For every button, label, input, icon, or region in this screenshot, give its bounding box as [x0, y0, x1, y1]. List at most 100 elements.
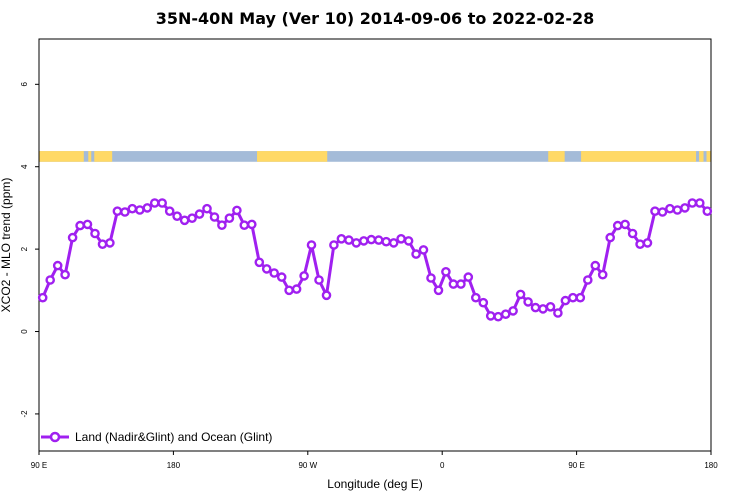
data-point — [650, 206, 660, 216]
ocean-band — [39, 151, 711, 162]
data-point — [217, 220, 227, 230]
data-point — [665, 203, 675, 214]
land-segment — [257, 151, 328, 162]
data-point — [381, 236, 392, 247]
data-point — [515, 289, 526, 300]
data-point — [523, 297, 533, 307]
data-point — [37, 292, 48, 303]
series-line — [41, 201, 709, 319]
data-point — [590, 260, 601, 271]
data-point — [672, 205, 683, 215]
data-point — [97, 239, 108, 249]
data-point — [52, 260, 63, 271]
data-point — [575, 292, 586, 303]
y-axis-label: XCO2 - MLO trend (ppm) — [0, 178, 13, 313]
y-tick-label: 4 — [20, 164, 29, 169]
data-point — [605, 232, 616, 243]
data-point — [105, 238, 115, 248]
x-tick-label: 180 — [167, 461, 181, 470]
data-point — [493, 311, 504, 322]
data-point — [284, 285, 294, 296]
data-point — [67, 232, 78, 243]
x-tick-label: 90 W — [298, 461, 317, 470]
data-point — [538, 304, 548, 314]
data-point — [627, 228, 638, 239]
data-point — [545, 301, 556, 312]
data-point — [149, 198, 160, 208]
data-point — [314, 275, 324, 285]
series-layer — [37, 198, 713, 322]
x-tick-label: 90 E — [31, 461, 47, 470]
data-point — [426, 273, 436, 283]
data-point — [448, 279, 459, 289]
data-point — [620, 219, 630, 230]
land-segment — [706, 151, 711, 162]
data-point — [403, 236, 414, 246]
data-point — [164, 206, 175, 216]
data-point — [553, 308, 563, 318]
y-tick-label: 0 — [20, 329, 29, 334]
data-point — [202, 203, 212, 214]
data-point — [478, 297, 489, 308]
data-point — [254, 257, 265, 268]
data-point — [657, 207, 668, 217]
data-point — [336, 233, 347, 244]
data-point — [224, 213, 235, 223]
data-point — [75, 220, 85, 231]
data-point — [82, 219, 93, 230]
y-tick-label: 6 — [20, 82, 29, 87]
data-point — [530, 302, 541, 313]
data-point — [612, 220, 623, 231]
data-point — [246, 219, 257, 230]
data-point — [485, 311, 496, 321]
chart-title: 35N-40N May (Ver 10) 2014-09-06 to 2022-… — [155, 9, 595, 28]
data-point — [276, 272, 287, 282]
data-point — [470, 292, 481, 303]
data-point — [560, 295, 571, 306]
data-point — [172, 211, 182, 221]
land-segment — [548, 151, 565, 162]
data-point — [120, 207, 130, 217]
data-point — [329, 240, 339, 250]
land-segment — [699, 151, 704, 162]
data-point — [642, 238, 653, 248]
data-point — [45, 275, 56, 285]
data-point — [187, 213, 197, 223]
data-point — [344, 235, 354, 245]
data-point — [441, 266, 451, 277]
y-tick-label: -2 — [20, 410, 29, 418]
land-segment — [94, 151, 113, 162]
y-tick-label: 2 — [20, 246, 29, 251]
data-point — [411, 249, 421, 259]
data-point — [463, 272, 474, 282]
data-point — [695, 198, 705, 208]
data-point — [418, 245, 429, 255]
data-point — [321, 290, 332, 301]
x-axis-label: Longitude (deg E) — [327, 477, 422, 491]
data-point — [306, 240, 317, 250]
data-point — [597, 269, 608, 280]
data-point — [269, 268, 280, 278]
legend-marker — [49, 431, 61, 443]
data-point — [680, 203, 690, 213]
data-point — [179, 215, 190, 226]
data-point — [433, 285, 444, 296]
land-segment — [88, 151, 92, 162]
data-point — [500, 309, 511, 320]
data-point — [508, 306, 518, 316]
data-point — [194, 209, 205, 219]
x-tick-label: 90 E — [568, 461, 584, 470]
data-point — [209, 212, 220, 222]
axes: 90 E 180 90 W 0 90 E 180 -2 0 2 4 6 — [20, 82, 718, 470]
data-point — [261, 264, 272, 274]
data-point — [396, 233, 406, 244]
data-point — [351, 238, 362, 248]
data-point — [635, 239, 645, 249]
data-point — [366, 234, 377, 245]
data-point — [568, 292, 578, 303]
land-segment — [39, 151, 84, 162]
land-ocean-strip — [39, 151, 711, 162]
data-point — [358, 236, 369, 246]
data-point — [583, 275, 593, 285]
